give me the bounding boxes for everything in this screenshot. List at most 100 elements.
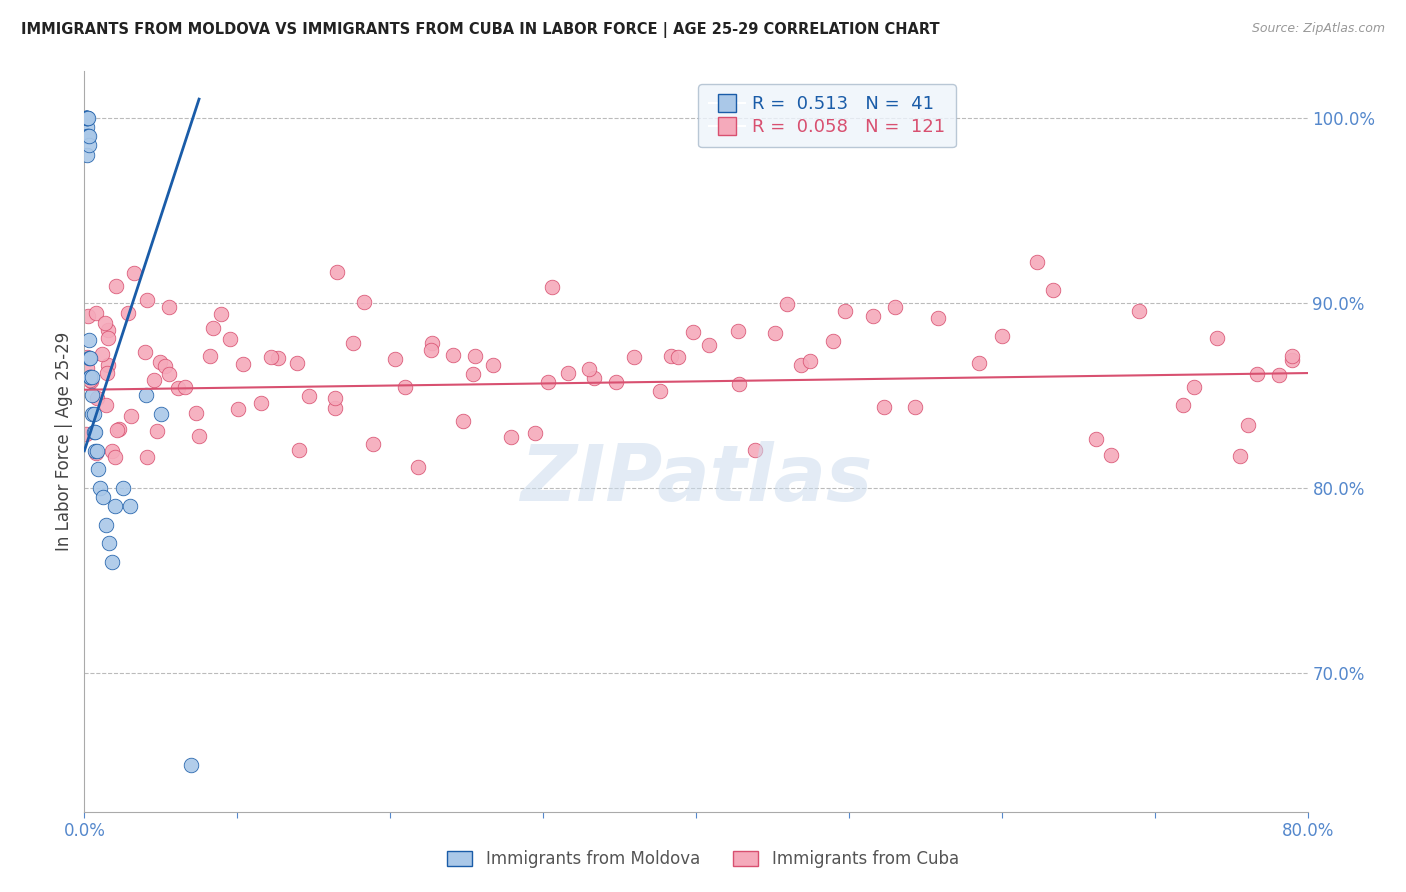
Point: [77, 351, 100, 366]
Point: [353, 295, 375, 310]
Point: [1237, 418, 1260, 433]
Legend: R =  0.513   N =  41, R =  0.058   N =  121: R = 0.513 N = 41, R = 0.058 N = 121: [697, 84, 956, 147]
Point: [451, 414, 474, 428]
Point: [149, 354, 172, 368]
Point: [76, 350, 98, 364]
Point: [120, 500, 142, 514]
Point: [904, 400, 927, 414]
Point: [727, 377, 749, 392]
Point: [834, 303, 856, 318]
Point: [267, 351, 290, 365]
Point: [135, 388, 157, 402]
Point: [790, 358, 813, 372]
Point: [75, 111, 97, 125]
Point: [461, 367, 484, 381]
Point: [186, 407, 208, 421]
Point: [84, 425, 107, 440]
Point: [76, 129, 98, 144]
Point: [198, 349, 221, 363]
Point: [97, 330, 120, 344]
Point: [149, 407, 172, 421]
Point: [384, 351, 406, 366]
Point: [363, 437, 385, 451]
Point: [86, 391, 108, 405]
Point: [1042, 283, 1064, 297]
Point: [967, 356, 990, 370]
Point: [648, 384, 671, 398]
Point: [557, 366, 579, 380]
Point: [219, 332, 242, 346]
Point: [523, 425, 546, 440]
Point: [582, 371, 605, 385]
Point: [157, 367, 180, 381]
Point: [117, 306, 139, 320]
Point: [84, 443, 107, 458]
Point: [187, 429, 209, 443]
Point: [75, 111, 97, 125]
Text: IMMIGRANTS FROM MOLDOVA VS IMMIGRANTS FROM CUBA IN LABOR FORCE | AGE 25-29 CORRE: IMMIGRANTS FROM MOLDOVA VS IMMIGRANTS FR…: [21, 22, 939, 38]
Point: [285, 356, 308, 370]
Point: [77, 129, 100, 144]
Point: [86, 443, 108, 458]
Point: [107, 422, 129, 436]
Y-axis label: In Labor Force | Age 25-29: In Labor Force | Age 25-29: [55, 332, 73, 551]
Point: [464, 349, 486, 363]
Point: [419, 343, 441, 357]
Point: [80, 374, 103, 388]
Point: [83, 407, 105, 421]
Point: [1128, 304, 1150, 318]
Point: [209, 307, 232, 321]
Point: [873, 400, 896, 414]
Point: [1099, 448, 1122, 462]
Point: [394, 380, 416, 394]
Point: [420, 335, 443, 350]
Point: [298, 388, 321, 402]
Point: [174, 380, 197, 394]
Point: [77, 333, 100, 347]
Point: [862, 309, 884, 323]
Point: [883, 300, 905, 314]
Point: [406, 460, 429, 475]
Point: [325, 265, 347, 279]
Point: [75, 111, 97, 125]
Point: [111, 481, 134, 495]
Point: [77, 129, 100, 144]
Text: ZIPatlas: ZIPatlas: [520, 441, 872, 516]
Point: [1206, 331, 1229, 345]
Legend: Immigrants from Moldova, Immigrants from Cuba: Immigrants from Moldova, Immigrants from…: [440, 844, 966, 875]
Point: [121, 409, 143, 423]
Point: [763, 326, 786, 340]
Point: [105, 423, 128, 437]
Point: [744, 442, 766, 457]
Point: [323, 401, 346, 415]
Point: [80, 369, 103, 384]
Point: [776, 297, 799, 311]
Point: [79, 369, 101, 384]
Point: [153, 359, 176, 373]
Point: [323, 391, 346, 405]
Point: [91, 490, 114, 504]
Point: [623, 350, 645, 364]
Point: [134, 345, 156, 359]
Point: [180, 758, 202, 772]
Point: [166, 381, 188, 395]
Point: [342, 335, 364, 350]
Point: [1267, 368, 1289, 382]
Point: [799, 354, 821, 368]
Point: [79, 373, 101, 387]
Point: [537, 375, 560, 389]
Point: [97, 358, 120, 372]
Point: [80, 388, 103, 402]
Point: [77, 111, 100, 125]
Point: [93, 316, 115, 330]
Point: [142, 373, 165, 387]
Point: [76, 147, 98, 161]
Point: [77, 309, 100, 323]
Point: [76, 111, 98, 125]
Point: [87, 462, 110, 476]
Point: [578, 362, 600, 376]
Point: [97, 323, 120, 337]
Point: [86, 306, 108, 320]
Point: [83, 425, 105, 440]
Point: [76, 360, 98, 375]
